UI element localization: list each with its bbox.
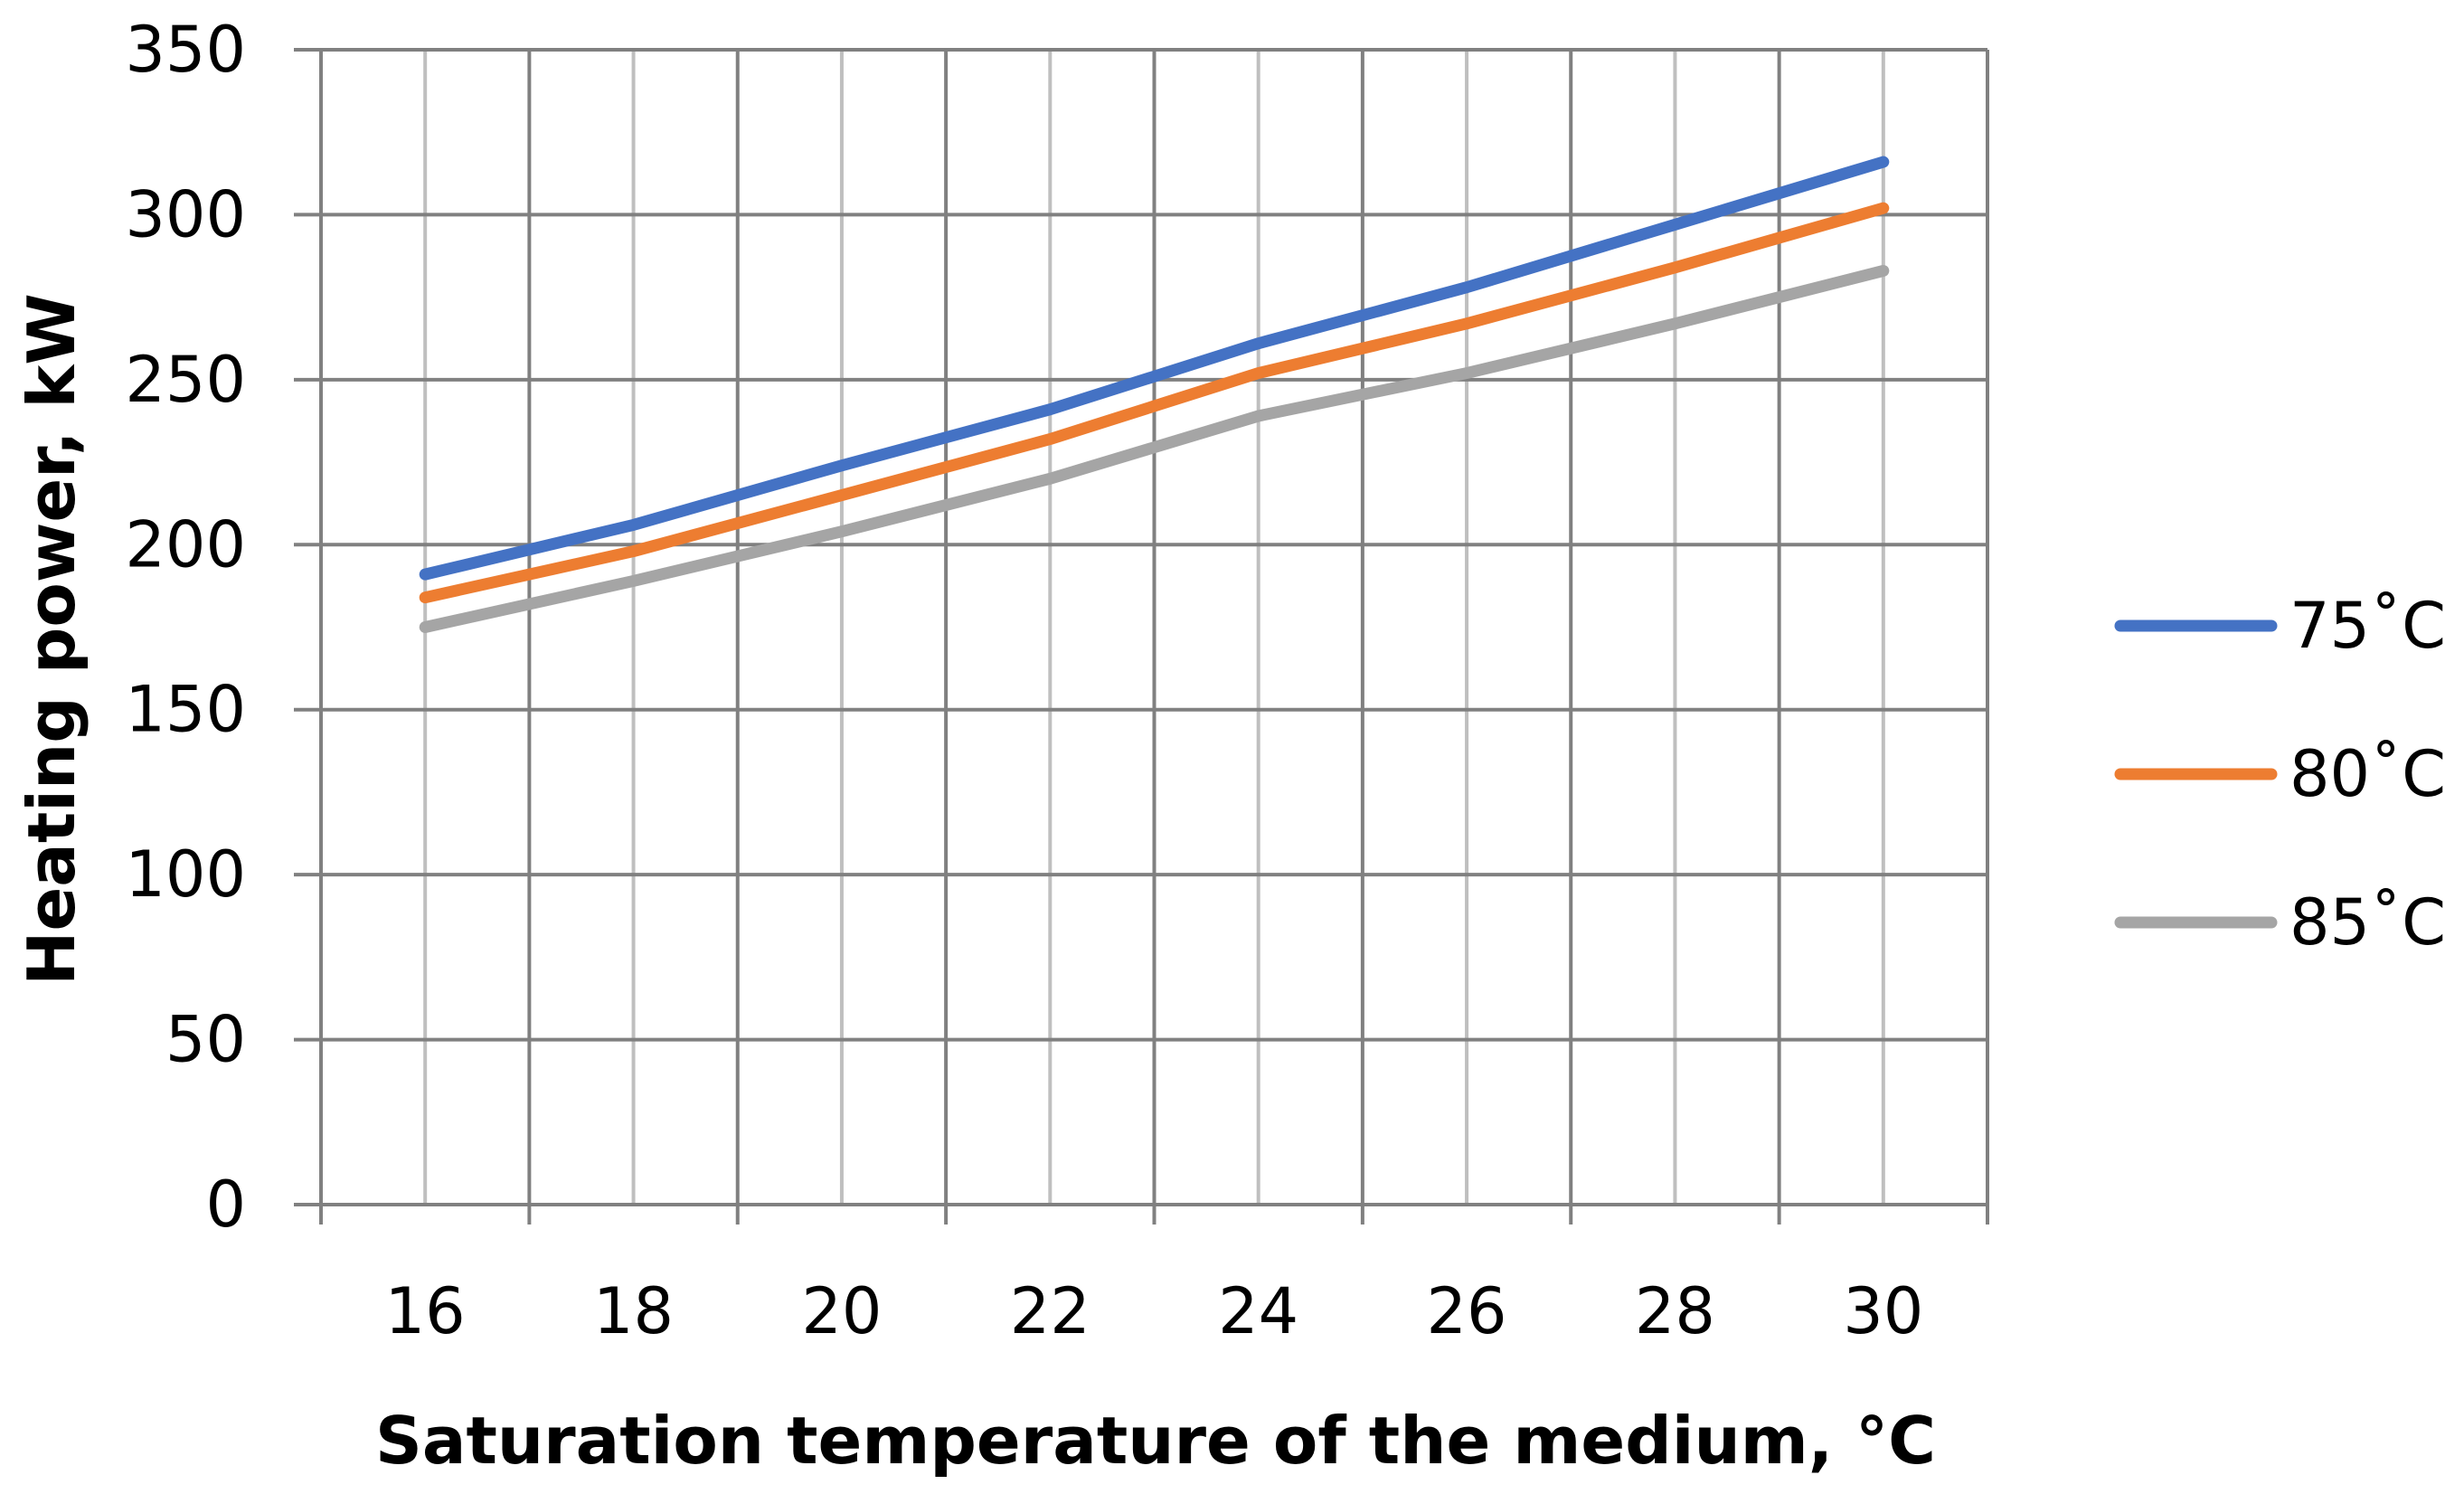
- x-tick-label: 18: [593, 1274, 674, 1348]
- legend-label-3: 85˚C: [2289, 885, 2446, 960]
- y-tick-label: 0: [205, 1168, 246, 1242]
- x-tick-label: 16: [385, 1274, 466, 1348]
- y-tick-label: 150: [125, 673, 246, 747]
- y-tick-label: 250: [125, 343, 246, 417]
- y-axis-title: Heating power, kW: [14, 293, 90, 986]
- x-tick-label: 28: [1635, 1274, 1715, 1348]
- y-tick-label: 50: [165, 1003, 246, 1077]
- chart-gridlines: [294, 48, 1989, 1225]
- legend-label-1: 75˚C: [2289, 589, 2446, 663]
- x-tick-label: 30: [1843, 1274, 1923, 1348]
- x-tick-label: 20: [801, 1274, 882, 1348]
- x-axis-title: Saturation temperature of the medium, °C: [375, 1403, 1936, 1479]
- series-line-2: [419, 202, 1890, 604]
- y-tick-label: 300: [125, 177, 246, 251]
- x-tick-label: 26: [1427, 1274, 1507, 1348]
- chart-series: [419, 156, 1890, 633]
- y-axis-ticks: 0 50 100 150 200 250 300 350: [125, 13, 246, 1242]
- chart-legend: 75˚C 80˚C 85˚C: [2114, 589, 2446, 960]
- y-tick-label: 350: [125, 13, 246, 87]
- x-tick-label: 22: [1010, 1274, 1090, 1348]
- y-tick-label: 200: [125, 507, 246, 582]
- x-tick-label: 24: [1218, 1274, 1298, 1348]
- legend-label-2: 80˚C: [2289, 737, 2446, 811]
- x-axis-ticks: 16 18 20 22 24 26 28 30: [385, 1274, 1924, 1348]
- series-line-1: [419, 156, 1890, 581]
- series-line-3: [419, 264, 1890, 633]
- y-tick-label: 100: [125, 837, 246, 912]
